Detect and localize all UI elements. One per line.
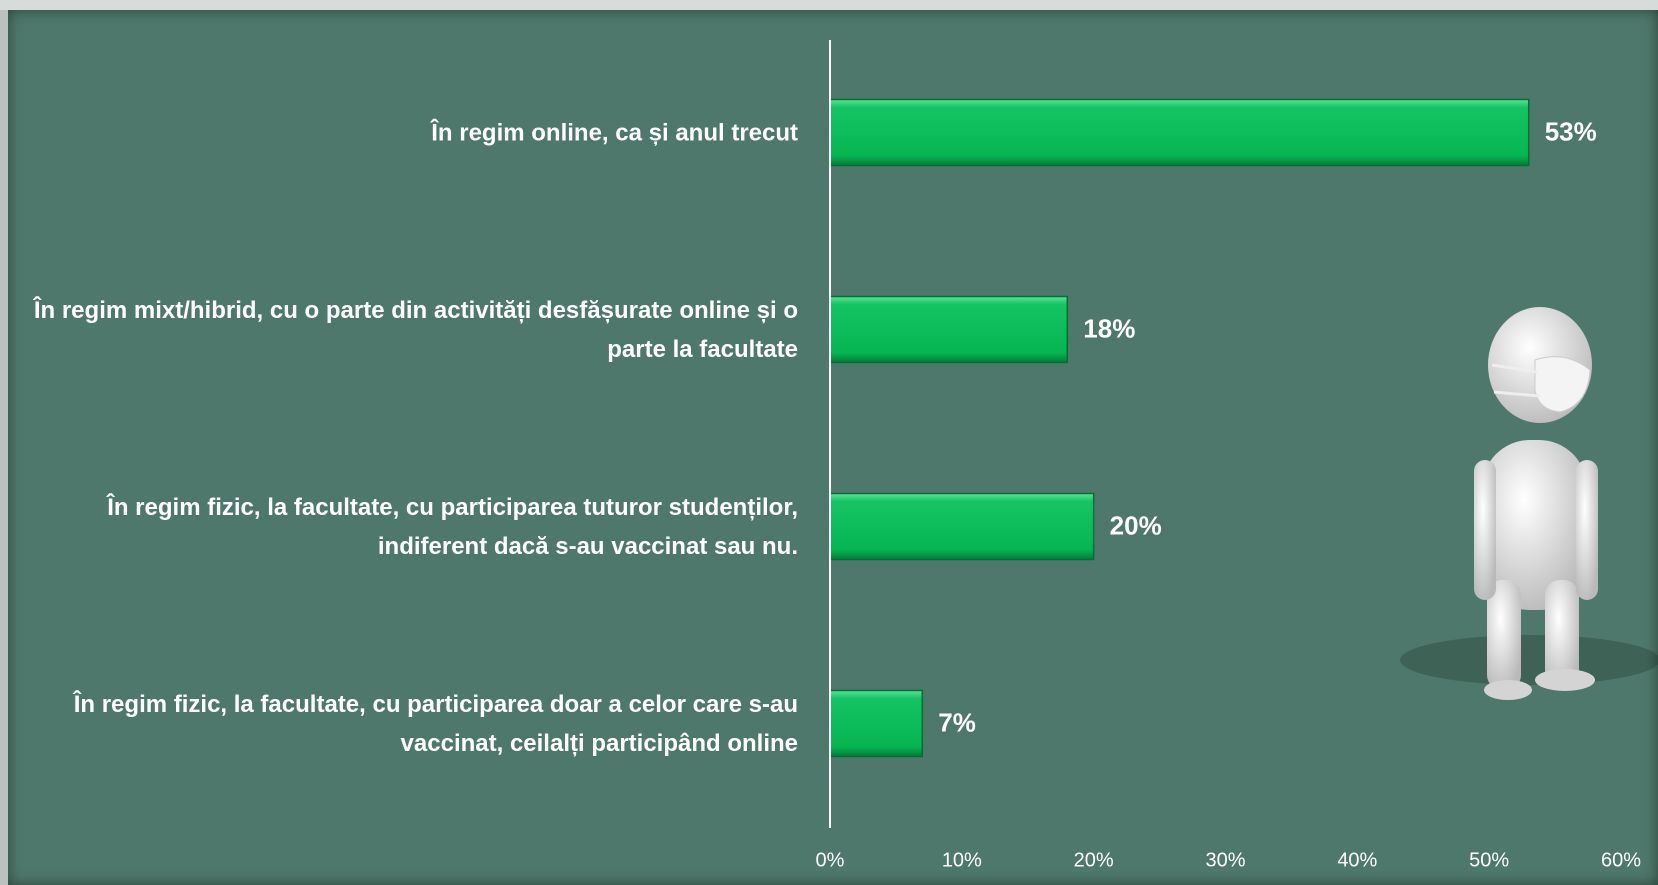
category-label: În regim mixt/hibrid, cu o parte din act… <box>33 296 798 363</box>
x-tick-label: 30% <box>1205 849 1245 871</box>
value-label: 53% <box>1545 116 1597 146</box>
x-tick-label: 50% <box>1469 849 1509 871</box>
category-label: În regim online, ca și anul trecut <box>431 119 798 146</box>
value-label: 18% <box>1083 313 1135 343</box>
value-label: 7% <box>938 707 976 737</box>
x-tick-label: 60% <box>1601 849 1641 871</box>
figure-illustration <box>1400 307 1658 700</box>
bar <box>829 492 1095 561</box>
x-tick-label: 10% <box>942 849 982 871</box>
x-tick-label: 0% <box>816 849 845 871</box>
category-label: În regim fizic, la facultate, cu partici… <box>73 690 798 757</box>
bar <box>829 295 1069 364</box>
category-label: În regim fizic, la facultate, cu partici… <box>107 493 798 560</box>
bar <box>829 98 1530 167</box>
bar <box>829 689 924 758</box>
value-label: 20% <box>1110 510 1162 540</box>
top-band <box>0 0 1658 10</box>
x-tick-label: 40% <box>1337 849 1377 871</box>
x-tick-label: 20% <box>1074 849 1114 871</box>
